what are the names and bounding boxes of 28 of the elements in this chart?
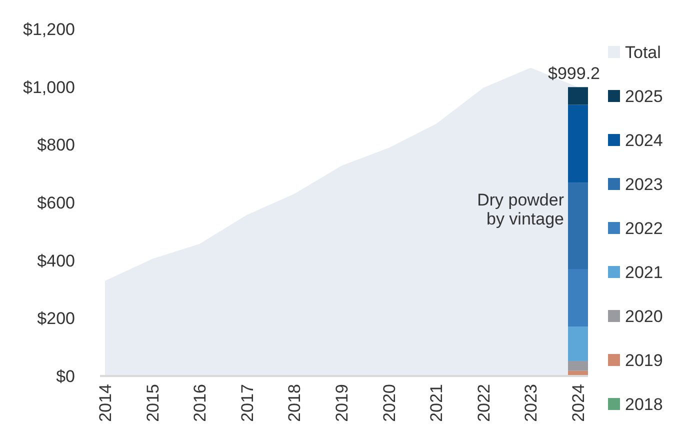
legend-label: 2025 xyxy=(625,86,663,106)
y-tick-label: $400 xyxy=(37,251,75,270)
x-tick-label: 2020 xyxy=(380,384,399,422)
x-tick-label: 2024 xyxy=(569,384,588,422)
y-tick-label: $200 xyxy=(37,309,75,328)
x-tick-label: 2014 xyxy=(96,384,115,422)
x-tick-label: 2018 xyxy=(285,384,304,422)
legend-label: 2023 xyxy=(625,174,663,194)
x-tick-label: 2016 xyxy=(190,384,210,422)
y-tick-label: $800 xyxy=(37,136,75,155)
y-tick-label: $600 xyxy=(37,193,75,212)
x-tick-label: 2022 xyxy=(474,384,494,422)
x-tick-label: 2017 xyxy=(238,384,257,422)
legend-label: Total xyxy=(625,42,661,62)
x-tick-label: 2015 xyxy=(143,384,162,422)
y-tick-label: $1,000 xyxy=(23,78,75,97)
legend-label: 2021 xyxy=(625,262,663,282)
legend-label: 2020 xyxy=(625,306,663,326)
x-tick-label: 2019 xyxy=(332,384,352,422)
y-tick-label: $0 xyxy=(56,366,75,386)
y-tick-label: $1,200 xyxy=(23,20,75,39)
annotation: Dry powder by vintage xyxy=(477,190,564,228)
legend-label: 2022 xyxy=(625,218,663,238)
annotation: $999.2 xyxy=(548,64,600,84)
x-tick-label: 2023 xyxy=(522,384,541,422)
legend-label: 2024 xyxy=(625,130,663,150)
x-tick-label: 2021 xyxy=(427,384,446,422)
legend-label: 2019 xyxy=(625,350,663,370)
